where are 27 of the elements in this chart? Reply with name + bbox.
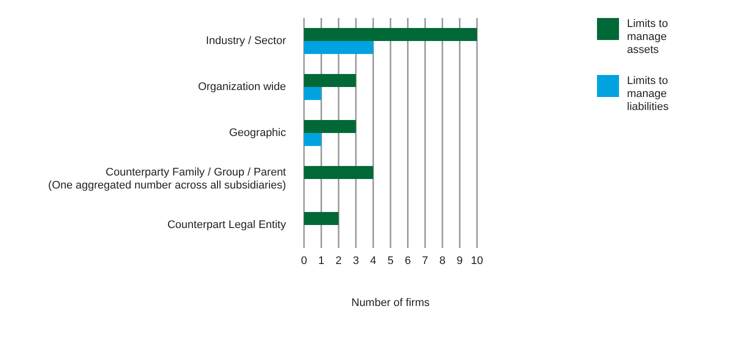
- bar: [304, 28, 477, 41]
- legend-label: Limits to manage assets: [627, 18, 669, 57]
- bar: [304, 74, 356, 87]
- bar: [304, 166, 374, 179]
- y-tick-label: Geographic: [229, 126, 286, 139]
- x-tick-label: 4: [370, 254, 376, 267]
- bar: [304, 120, 356, 133]
- y-tick-label: Industry / Sector: [206, 34, 286, 47]
- x-tick-label: 6: [404, 254, 411, 267]
- bar: [304, 87, 322, 100]
- x-tick-label: 7: [422, 254, 428, 267]
- bar: [304, 212, 339, 225]
- x-tick-label: 3: [352, 254, 359, 267]
- x-tick-label: 1: [318, 254, 324, 267]
- x-tick-label: 9: [456, 254, 463, 267]
- x-axis-title: Number of firms: [351, 297, 430, 309]
- bar: [304, 41, 374, 54]
- x-tick-label: 8: [439, 254, 446, 267]
- x-tick-label: 0: [300, 254, 308, 267]
- y-tick-label: Organization wide: [198, 80, 286, 93]
- bar: [304, 133, 322, 146]
- x-tick-label: 2: [336, 254, 342, 267]
- legend-label: Limits to manage liabilities: [627, 75, 670, 114]
- x-tick-label: 10: [470, 254, 484, 267]
- y-tick-label: Counterparty Family / Group / Parent (One aggregated number across all subsidiaries): [48, 166, 286, 192]
- y-tick-label: Counterpart Legal Entity: [167, 218, 286, 231]
- x-tick-label: 5: [387, 254, 394, 267]
